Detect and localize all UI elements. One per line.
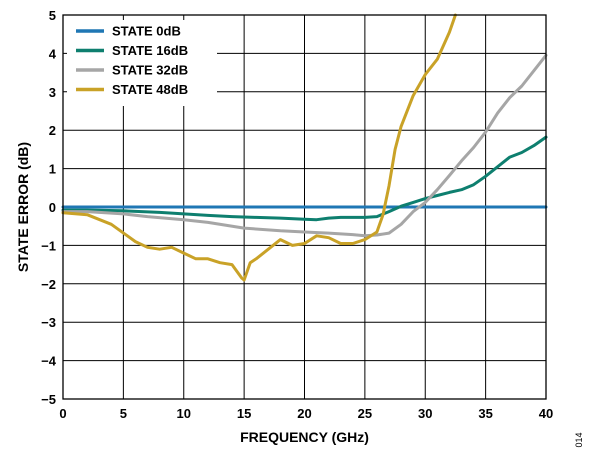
x-tick-label: 5 (120, 406, 127, 421)
x-tick-label: 15 (237, 406, 251, 421)
y-tick-label: 0 (49, 200, 56, 215)
series-line-2 (61, 53, 548, 238)
y-tick-label: −4 (41, 354, 57, 369)
x-tick-label: 35 (478, 406, 492, 421)
x-tick-label: 30 (418, 406, 432, 421)
y-tick-label: −3 (41, 315, 56, 330)
y-tick-label: 2 (49, 123, 56, 138)
x-tick-label: 0 (59, 406, 66, 421)
legend-label: STATE 16dB (112, 43, 188, 58)
legend-label: STATE 32dB (112, 63, 188, 78)
x-axis-title: FREQUENCY (GHz) (240, 429, 369, 445)
series-line-1 (61, 135, 548, 222)
y-tick-label: −1 (41, 238, 56, 253)
legend-background (67, 20, 217, 106)
x-tick-label: 40 (539, 406, 553, 421)
y-tick-label: 1 (49, 162, 56, 177)
legend: STATE 0dB STATE 16dB STATE 32dB STATE 48dB (67, 20, 217, 106)
plot-frame (62, 14, 547, 400)
y-axis-title: STATE ERROR (dB) (15, 142, 31, 272)
x-tick-labels: 0 5 10 15 20 25 30 35 40 (59, 406, 553, 421)
series-lines (61, 13, 548, 282)
y-tick-label: −2 (41, 277, 56, 292)
y-tick-label: 3 (49, 85, 56, 100)
legend-label: STATE 48dB (112, 82, 188, 97)
figure-id: 014 (574, 432, 584, 447)
x-tick-label: 25 (358, 406, 372, 421)
series-line-3 (61, 13, 457, 282)
y-tick-label: 4 (49, 46, 57, 61)
legend-label: STATE 0dB (112, 24, 181, 39)
x-tick-label: 20 (297, 406, 311, 421)
x-tick-label: 10 (177, 406, 191, 421)
y-tick-labels: 5 4 3 2 1 0 −1 −2 −3 −4 −5 (41, 8, 57, 407)
y-tick-label: −5 (41, 392, 56, 407)
y-tick-label: 5 (49, 8, 56, 23)
